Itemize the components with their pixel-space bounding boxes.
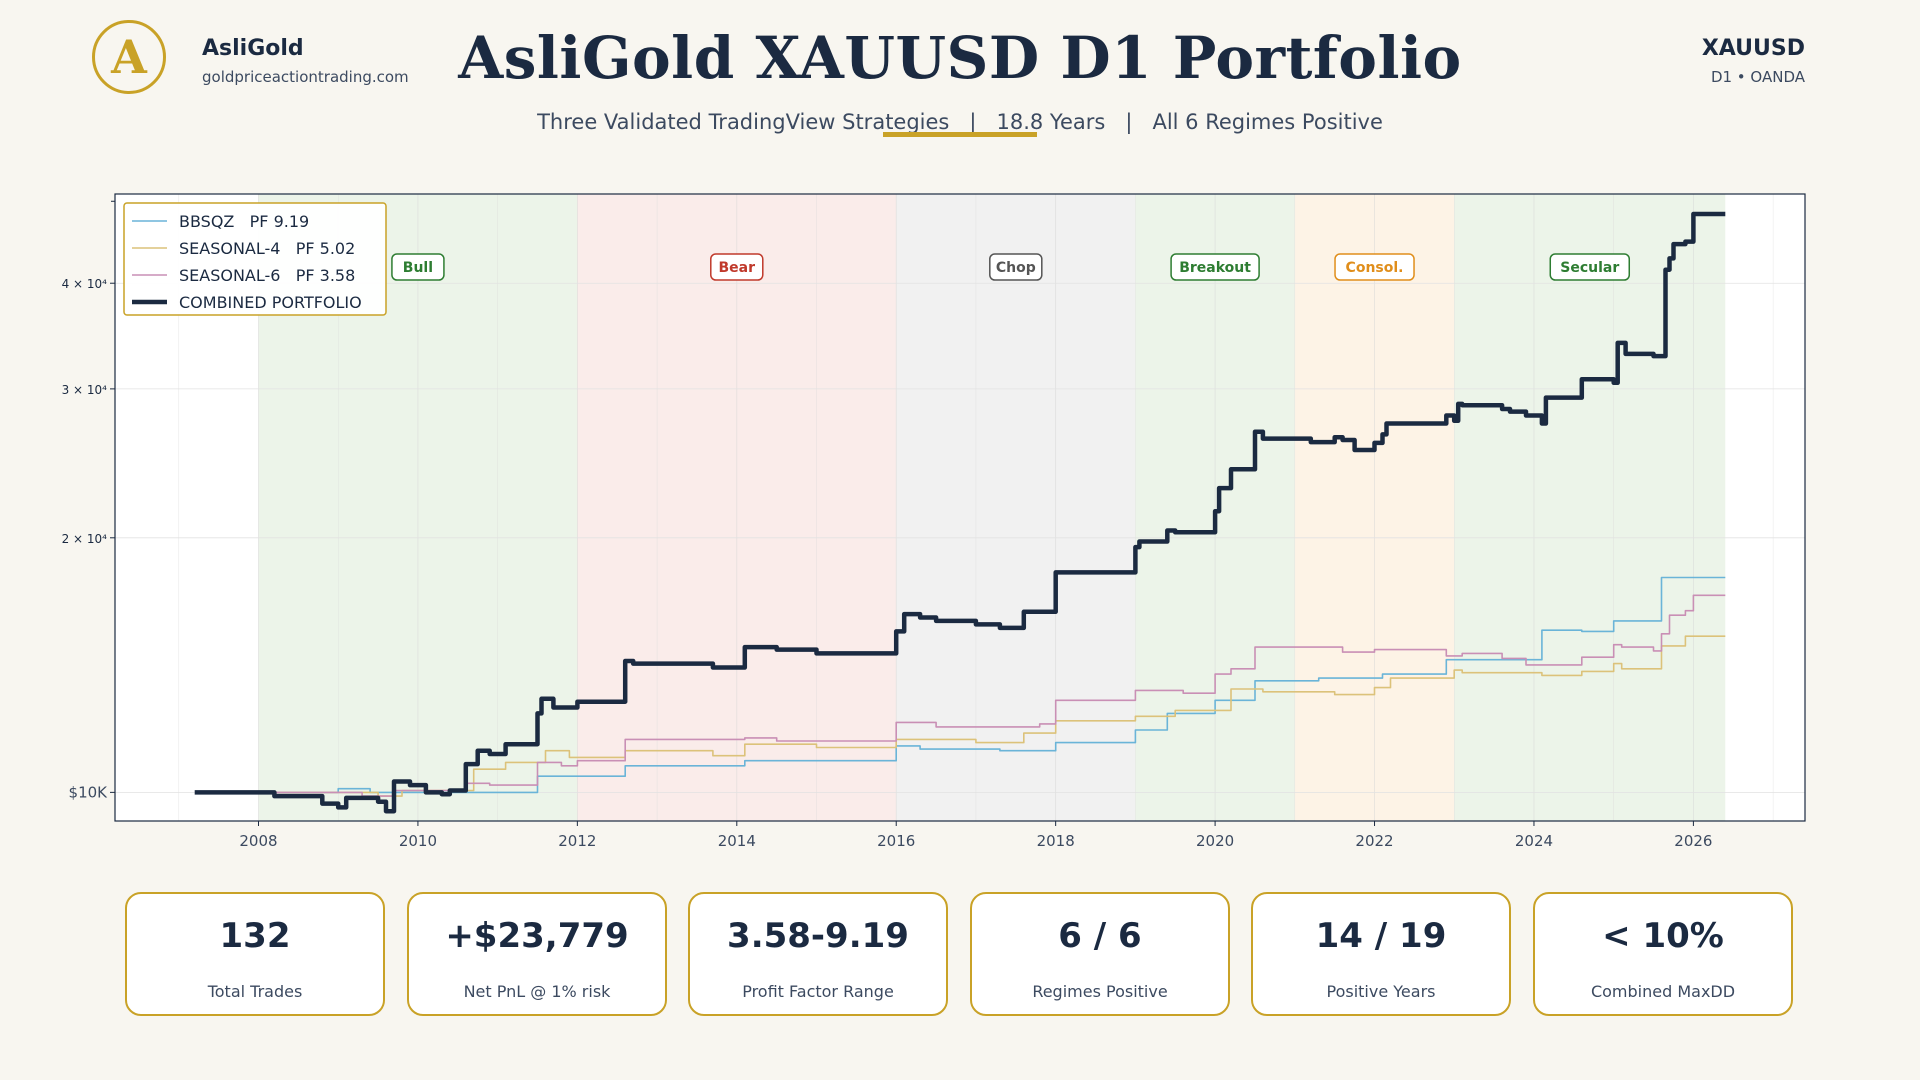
x-tick-label: 2024	[1515, 832, 1553, 850]
x-tick-label: 2022	[1355, 832, 1393, 850]
logo-letter: A	[111, 30, 147, 84]
x-tick-label: 2010	[399, 832, 437, 850]
regime-label-text: Bear	[719, 260, 756, 276]
regime-label: Bear	[710, 253, 764, 281]
y-tick-label: 4 × 10⁴	[62, 277, 108, 291]
brand-url: goldpriceactiontrading.com	[202, 68, 409, 86]
page-title: AsliGold XAUUSD D1 Portfolio	[458, 24, 1462, 92]
plot-frame	[114, 193, 1806, 822]
stat-label: Total Trades	[207, 982, 303, 1001]
legend-entry: BBSQZ PF 9.19	[179, 212, 309, 231]
regime-label: Breakout	[1170, 253, 1260, 281]
regime-label: Chop	[989, 253, 1043, 281]
legend-entry: SEASONAL-4 PF 5.02	[179, 239, 355, 258]
regime-label: Secular	[1549, 253, 1631, 281]
symbol-label: XAUUSD	[1701, 36, 1805, 61]
stat-value: 132	[219, 916, 291, 956]
regime-label-text: Consol.	[1346, 260, 1404, 276]
symbol-sublabel: D1 • OANDA	[1710, 68, 1805, 86]
regime-label-text: Secular	[1560, 260, 1619, 276]
x-tick-label: 2018	[1037, 832, 1075, 850]
stat-card-profit-factor: 3.58-9.19 Profit Factor Range	[688, 892, 948, 1016]
regime-band	[1454, 194, 1726, 821]
stat-card-regimes: 6 / 6 Regimes Positive	[970, 892, 1230, 1016]
series-line	[258, 594, 1726, 797]
stat-card-positive-years: 14 / 19 Positive Years	[1251, 892, 1511, 1016]
brand-name: AsliGold	[202, 36, 304, 61]
x-tick-label: 2026	[1674, 832, 1712, 850]
stat-value: < 10%	[1602, 916, 1724, 956]
stat-label: Net PnL @ 1% risk	[463, 982, 611, 1001]
regime-label-box	[1334, 253, 1415, 281]
stat-card-maxdd: < 10% Combined MaxDD	[1533, 892, 1793, 1016]
y-tick-label: $10K	[69, 783, 109, 801]
equity-chart: Bull Bear Chop Breakout Consol. Secular 2008 20…	[62, 193, 1806, 850]
y-tick-label: 2 × 10⁴	[62, 532, 108, 546]
regime-label-box	[989, 253, 1043, 281]
stat-label: Combined MaxDD	[1590, 982, 1736, 1001]
regime-label-box	[710, 253, 764, 281]
stat-label: Regimes Positive	[1032, 982, 1168, 1001]
page-subtitle: Three Validated TradingView Strategies |…	[537, 110, 1383, 134]
series-line	[258, 635, 1726, 797]
regime-band	[896, 194, 1136, 821]
legend-entry: SEASONAL-6 PF 3.58	[179, 266, 355, 285]
legend-entry: COMBINED PORTFOLIO	[179, 293, 362, 312]
regime-label: Bull	[391, 253, 445, 281]
stat-value: +$23,779	[445, 916, 629, 956]
regime-label-box	[1170, 253, 1260, 281]
stat-label: Positive Years	[1326, 982, 1436, 1001]
stat-card-net-pnl: +$23,779 Net PnL @ 1% risk	[407, 892, 667, 1016]
stat-value: 6 / 6	[1058, 916, 1142, 956]
x-tick-label: 2016	[877, 832, 915, 850]
y-tick-label: 3 × 10⁴	[62, 383, 108, 397]
regime-label-text: Breakout	[1179, 260, 1251, 276]
regime-label: Consol.	[1334, 253, 1415, 281]
stat-value: 14 / 19	[1315, 916, 1447, 956]
stat-card-total-trades: 132 Total Trades	[125, 892, 385, 1016]
legend-box	[123, 202, 387, 316]
title-underline	[883, 132, 1037, 137]
regime-label-text: Bull	[403, 260, 433, 276]
series-line	[258, 576, 1726, 794]
regime-label-box	[1549, 253, 1631, 281]
x-tick-label: 2008	[239, 832, 277, 850]
regime-label-text: Chop	[996, 260, 1036, 276]
x-tick-label: 2012	[558, 832, 596, 850]
stat-value: 3.58-9.19	[727, 916, 909, 956]
brand-logo: A	[92, 20, 166, 94]
x-tick-label: 2020	[1196, 832, 1234, 850]
series-line	[194, 211, 1726, 814]
x-tick-label: 2014	[718, 832, 756, 850]
regime-label-box	[391, 253, 445, 281]
stat-label: Profit Factor Range	[742, 982, 894, 1001]
